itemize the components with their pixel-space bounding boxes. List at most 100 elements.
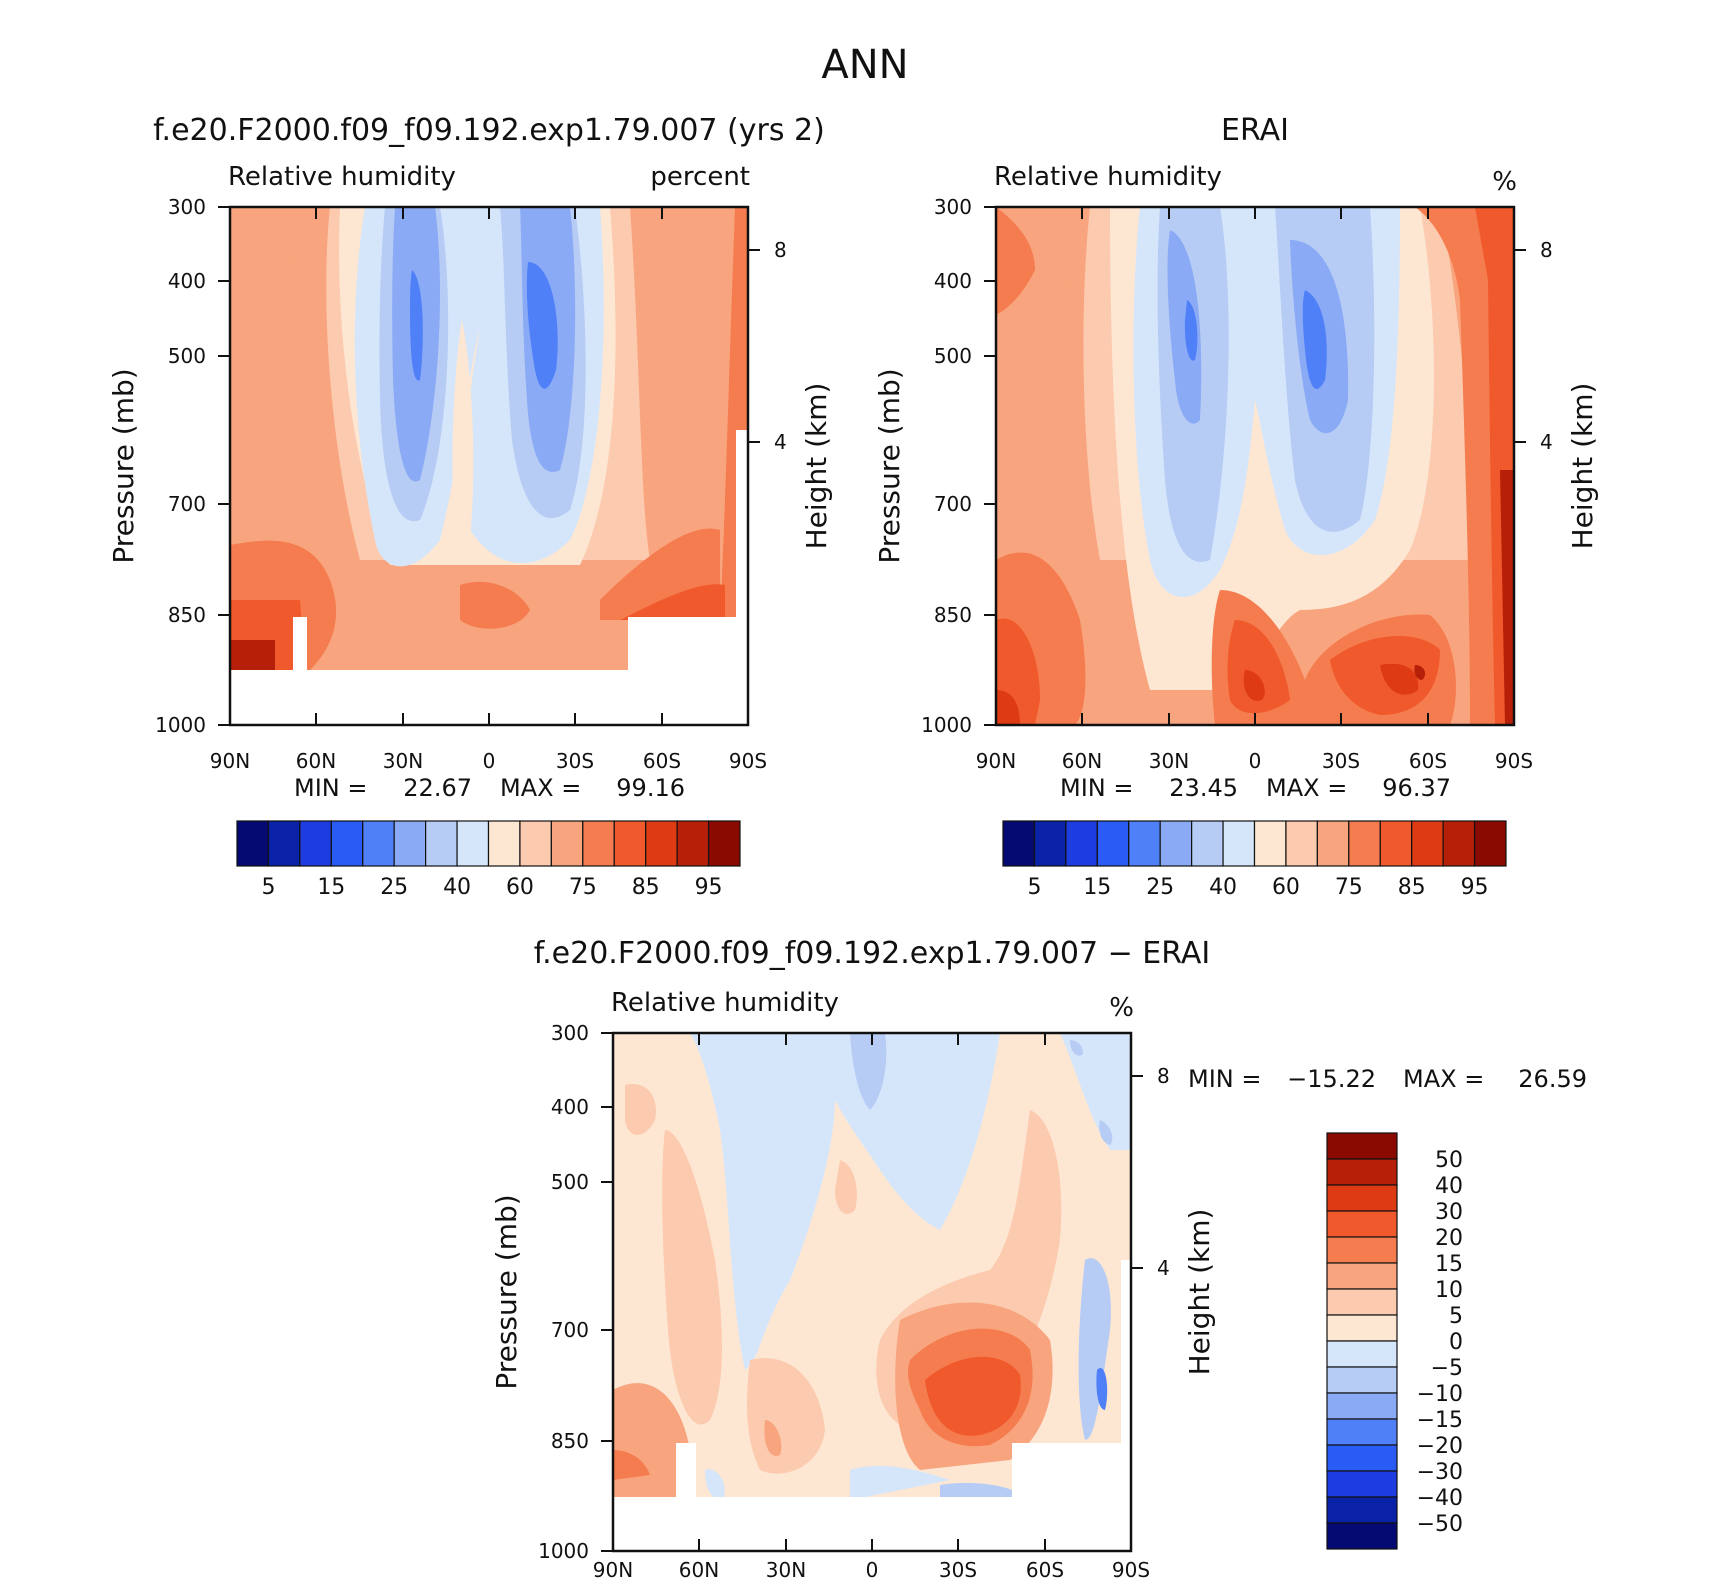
- colorbar-swatch: [707, 820, 741, 867]
- colorbar-swatch: [1326, 1236, 1398, 1264]
- colorbar-swatch: [1326, 1158, 1398, 1186]
- colorbar-swatch: [456, 820, 490, 867]
- colorbar-swatch: [1222, 820, 1256, 867]
- colorbar-label: −10: [1417, 1382, 1463, 1407]
- colorbar-swatch: [299, 820, 332, 867]
- colorbar-label: 95: [695, 875, 723, 900]
- variable-label: Relative humidity: [994, 162, 1222, 192]
- x-tick-labels: 90N 60N 30N 0 30S 60S 90S: [210, 749, 767, 773]
- variable-label: Relative humidity: [228, 162, 456, 192]
- panel-title: f.e20.F2000.f09_f09.192.exp1.79.007 − ER…: [534, 936, 1211, 971]
- y-tick-label: 500: [168, 344, 206, 368]
- y2-tick-label: 4: [774, 430, 787, 454]
- colorbar-swatch: [362, 820, 395, 867]
- colorbar-swatch: [1033, 820, 1067, 867]
- x-tick-label: 30S: [556, 749, 594, 773]
- colorbar-label: 50: [1435, 1148, 1463, 1173]
- colorbar-label: 15: [1435, 1252, 1463, 1277]
- colorbar-label: −20: [1417, 1434, 1463, 1459]
- x-tick-label: 90S: [1112, 1558, 1150, 1581]
- x-tick-label: 30N: [1149, 749, 1189, 773]
- x-tick-label: 60N: [1062, 749, 1102, 773]
- y-tick-label: 400: [551, 1095, 589, 1119]
- colorbar-label: 85: [632, 875, 660, 900]
- y-tick-label: 850: [168, 603, 206, 627]
- y2-axis-title: Height (km): [1566, 383, 1599, 550]
- x-tick-label: 90N: [593, 1558, 633, 1581]
- x-tick-label: 60N: [296, 749, 336, 773]
- colorbar-label: 30: [1435, 1200, 1463, 1225]
- x-tick-label: 90S: [1495, 749, 1533, 773]
- panel-difference: f.e20.F2000.f09_f09.192.exp1.79.007 − ER…: [490, 936, 1587, 1581]
- min-max-stats: MIN = 22.67 MAX = 99.16: [294, 774, 685, 802]
- y-tick-label: 700: [934, 492, 972, 516]
- colorbar-label: 10: [1435, 1278, 1463, 1303]
- min-max-stats: MIN = −15.22 MAX = 26.59: [1188, 1065, 1587, 1093]
- colorbar-label: −50: [1417, 1512, 1463, 1537]
- tick-marks: [601, 1032, 1143, 1552]
- panel-title: ERAI: [1221, 113, 1289, 148]
- x-tick-label: 60S: [1409, 749, 1447, 773]
- colorbar-label: 0: [1449, 1330, 1463, 1355]
- colorbar-swatch: [1002, 820, 1036, 867]
- x-tick-label: 30N: [383, 749, 423, 773]
- colorbar-swatch: [1128, 820, 1161, 867]
- y-tick-label: 1000: [921, 713, 972, 737]
- colorbar-swatch: [1411, 820, 1444, 867]
- colorbar-label: 25: [380, 875, 408, 900]
- x-tick-label: 90N: [210, 749, 250, 773]
- colorbar-swatch: [1326, 1288, 1398, 1316]
- y-tick-label: 500: [934, 344, 972, 368]
- max-label: MAX =: [1403, 1065, 1484, 1093]
- panel-erai: ERAI Relative humidity %: [873, 113, 1599, 900]
- colorbar-label: 60: [1272, 875, 1300, 900]
- max-label: MAX =: [1266, 774, 1347, 802]
- y-tick-label: 1000: [155, 713, 206, 737]
- x-tick-label: 0: [483, 749, 496, 773]
- min-label: MIN =: [294, 774, 367, 802]
- y-axis-title: Pressure (mb): [873, 368, 906, 563]
- y2-tick-labels: 8 4: [1157, 1064, 1170, 1280]
- colorbar-swatch: [1473, 820, 1507, 867]
- colorbar-label: −5: [1431, 1356, 1463, 1381]
- colorbar-swatch: [1159, 820, 1193, 867]
- colorbar-label: 15: [317, 875, 345, 900]
- colorbar-label: 85: [1398, 875, 1426, 900]
- colorbar-label: 5: [261, 875, 275, 900]
- min-value: 22.67: [403, 774, 472, 802]
- y-tick-labels: 300 400 500 700 850 1000: [155, 195, 206, 737]
- colorbar-swatch: [1326, 1418, 1398, 1446]
- y2-tick-label: 8: [1540, 238, 1553, 262]
- colorbar-swatch: [1096, 820, 1130, 867]
- panel-model: f.e20.F2000.f09_f09.192.exp1.79.007 (yrs…: [107, 113, 833, 900]
- colorbar: 5 15 25 40 60 75 85 95: [236, 820, 741, 900]
- figure-title: ANN: [821, 42, 908, 88]
- y-tick-label: 400: [168, 269, 206, 293]
- x-tick-label: 30N: [766, 1558, 806, 1581]
- y-tick-label: 700: [168, 492, 206, 516]
- y-tick-label: 850: [934, 603, 972, 627]
- colorbar-swatch: [1285, 820, 1318, 867]
- colorbar-swatch: [393, 820, 427, 867]
- colorbar-swatch: [1191, 820, 1224, 867]
- colorbar-swatch: [1326, 1366, 1398, 1394]
- colorbar-label: 40: [1435, 1174, 1463, 1199]
- y2-tick-label: 8: [774, 238, 787, 262]
- colorbar-swatch: [1326, 1314, 1398, 1342]
- y2-tick-label: 4: [1540, 430, 1553, 454]
- colorbar-swatch: [613, 820, 647, 867]
- y2-tick-label: 4: [1157, 1256, 1170, 1280]
- colorbar-swatch: [1326, 1470, 1398, 1498]
- x-tick-label: 90S: [729, 749, 767, 773]
- colorbar-label: 20: [1435, 1226, 1463, 1251]
- y-tick-label: 700: [551, 1318, 589, 1342]
- x-tick-label: 0: [866, 1558, 879, 1581]
- tick-marks: [984, 206, 1526, 726]
- colorbar-swatch: [425, 820, 458, 867]
- y-tick-labels: 300 400 500 700 850 1000: [538, 1021, 589, 1563]
- colorbar-label: 15: [1083, 875, 1111, 900]
- min-value: −15.22: [1287, 1065, 1376, 1093]
- y-axis-title: Pressure (mb): [490, 1194, 523, 1389]
